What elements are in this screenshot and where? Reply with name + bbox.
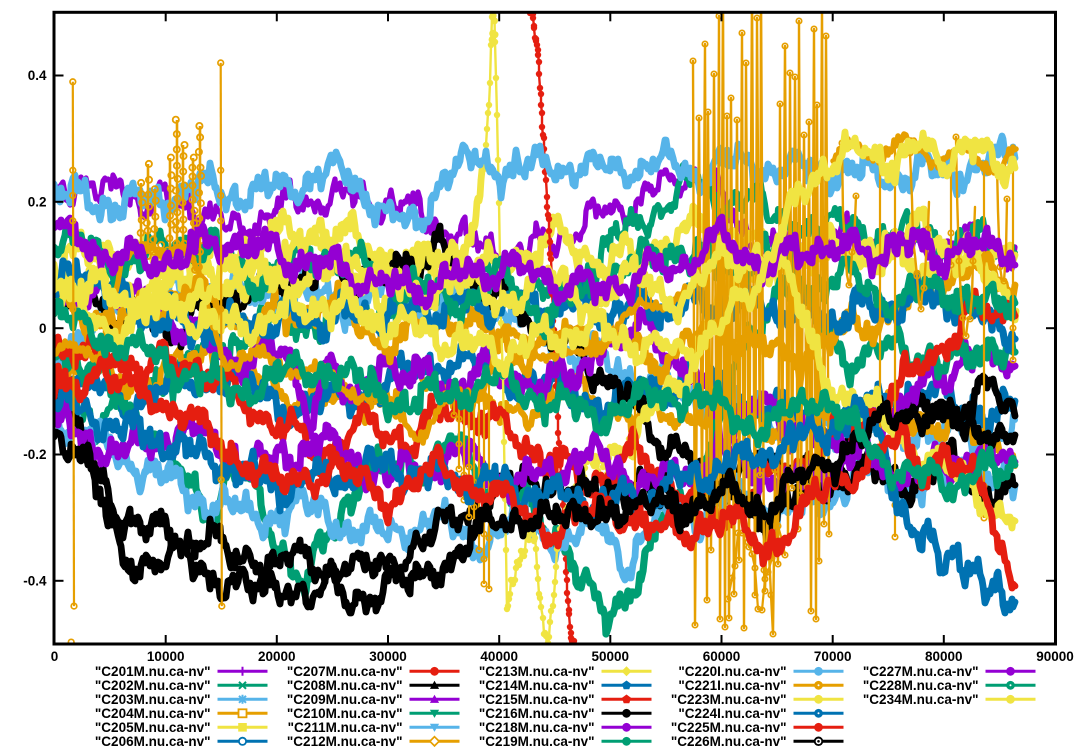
svg-text:"C221I.nu.ca-nv": "C221I.nu.ca-nv" [678, 678, 786, 693]
svg-text:50000: 50000 [592, 649, 630, 664]
svg-text:-0.2: -0.2 [23, 447, 46, 462]
svg-text:10000: 10000 [147, 649, 185, 664]
svg-text:"C214M.nu.ca-nv": "C214M.nu.ca-nv" [479, 678, 595, 693]
svg-text:0.4: 0.4 [28, 68, 47, 83]
svg-text:"C224I.nu.ca-nv": "C224I.nu.ca-nv" [678, 706, 786, 721]
svg-text:"C226M.nu.ca-nv": "C226M.nu.ca-nv" [671, 734, 787, 749]
svg-text:"C209M.nu.ca-nv": "C209M.nu.ca-nv" [287, 692, 403, 707]
svg-text:"C219M.nu.ca-nv": "C219M.nu.ca-nv" [479, 734, 595, 749]
svg-text:"C234M.nu.ca-nv": "C234M.nu.ca-nv" [863, 692, 979, 707]
svg-text:"C210M.nu.ca-nv": "C210M.nu.ca-nv" [287, 706, 403, 721]
svg-text:0: 0 [39, 321, 47, 336]
svg-text:90000: 90000 [1036, 649, 1074, 664]
svg-text:"C223M.nu.ca-nv": "C223M.nu.ca-nv" [671, 692, 787, 707]
svg-text:"C220I.nu.ca-nv": "C220I.nu.ca-nv" [678, 664, 786, 679]
svg-text:"C208M.nu.ca-nv": "C208M.nu.ca-nv" [287, 678, 403, 693]
svg-text:"C228M.nu.ca-nv": "C228M.nu.ca-nv" [863, 678, 979, 693]
svg-text:"C205M.nu.ca-nv": "C205M.nu.ca-nv" [95, 720, 211, 735]
svg-text:"C204M.nu.ca-nv": "C204M.nu.ca-nv" [95, 706, 211, 721]
svg-text:70000: 70000 [814, 649, 852, 664]
svg-text:"C215M.nu.ca-nv": "C215M.nu.ca-nv" [479, 692, 595, 707]
svg-text:"C203M.nu.ca-nv": "C203M.nu.ca-nv" [95, 692, 211, 707]
svg-text:40000: 40000 [480, 649, 518, 664]
svg-text:"C225M.nu.ca-nv": "C225M.nu.ca-nv" [671, 720, 787, 735]
svg-text:"C213M.nu.ca-nv": "C213M.nu.ca-nv" [479, 664, 595, 679]
svg-text:0: 0 [51, 649, 59, 664]
svg-text:"C218M.nu.ca-nv": "C218M.nu.ca-nv" [479, 720, 595, 735]
svg-text:"C216M.nu.ca-nv": "C216M.nu.ca-nv" [479, 706, 595, 721]
svg-text:"C201M.nu.ca-nv": "C201M.nu.ca-nv" [95, 664, 211, 679]
svg-text:"C207M.nu.ca-nv": "C207M.nu.ca-nv" [287, 664, 403, 679]
svg-text:"C212M.nu.ca-nv": "C212M.nu.ca-nv" [287, 734, 403, 749]
svg-text:"C202M.nu.ca-nv": "C202M.nu.ca-nv" [95, 678, 211, 693]
svg-text:60000: 60000 [703, 649, 741, 664]
svg-text:80000: 80000 [925, 649, 963, 664]
svg-text:0.2: 0.2 [28, 195, 47, 210]
svg-text:"C227M.nu.ca-nv": "C227M.nu.ca-nv" [863, 664, 979, 679]
svg-text:20000: 20000 [258, 649, 296, 664]
svg-text:30000: 30000 [369, 649, 407, 664]
svg-text:"C206M.nu.ca-nv": "C206M.nu.ca-nv" [95, 734, 211, 749]
svg-text:-0.4: -0.4 [23, 574, 47, 589]
svg-text:"C211M.nu.ca-nv": "C211M.nu.ca-nv" [288, 720, 403, 735]
